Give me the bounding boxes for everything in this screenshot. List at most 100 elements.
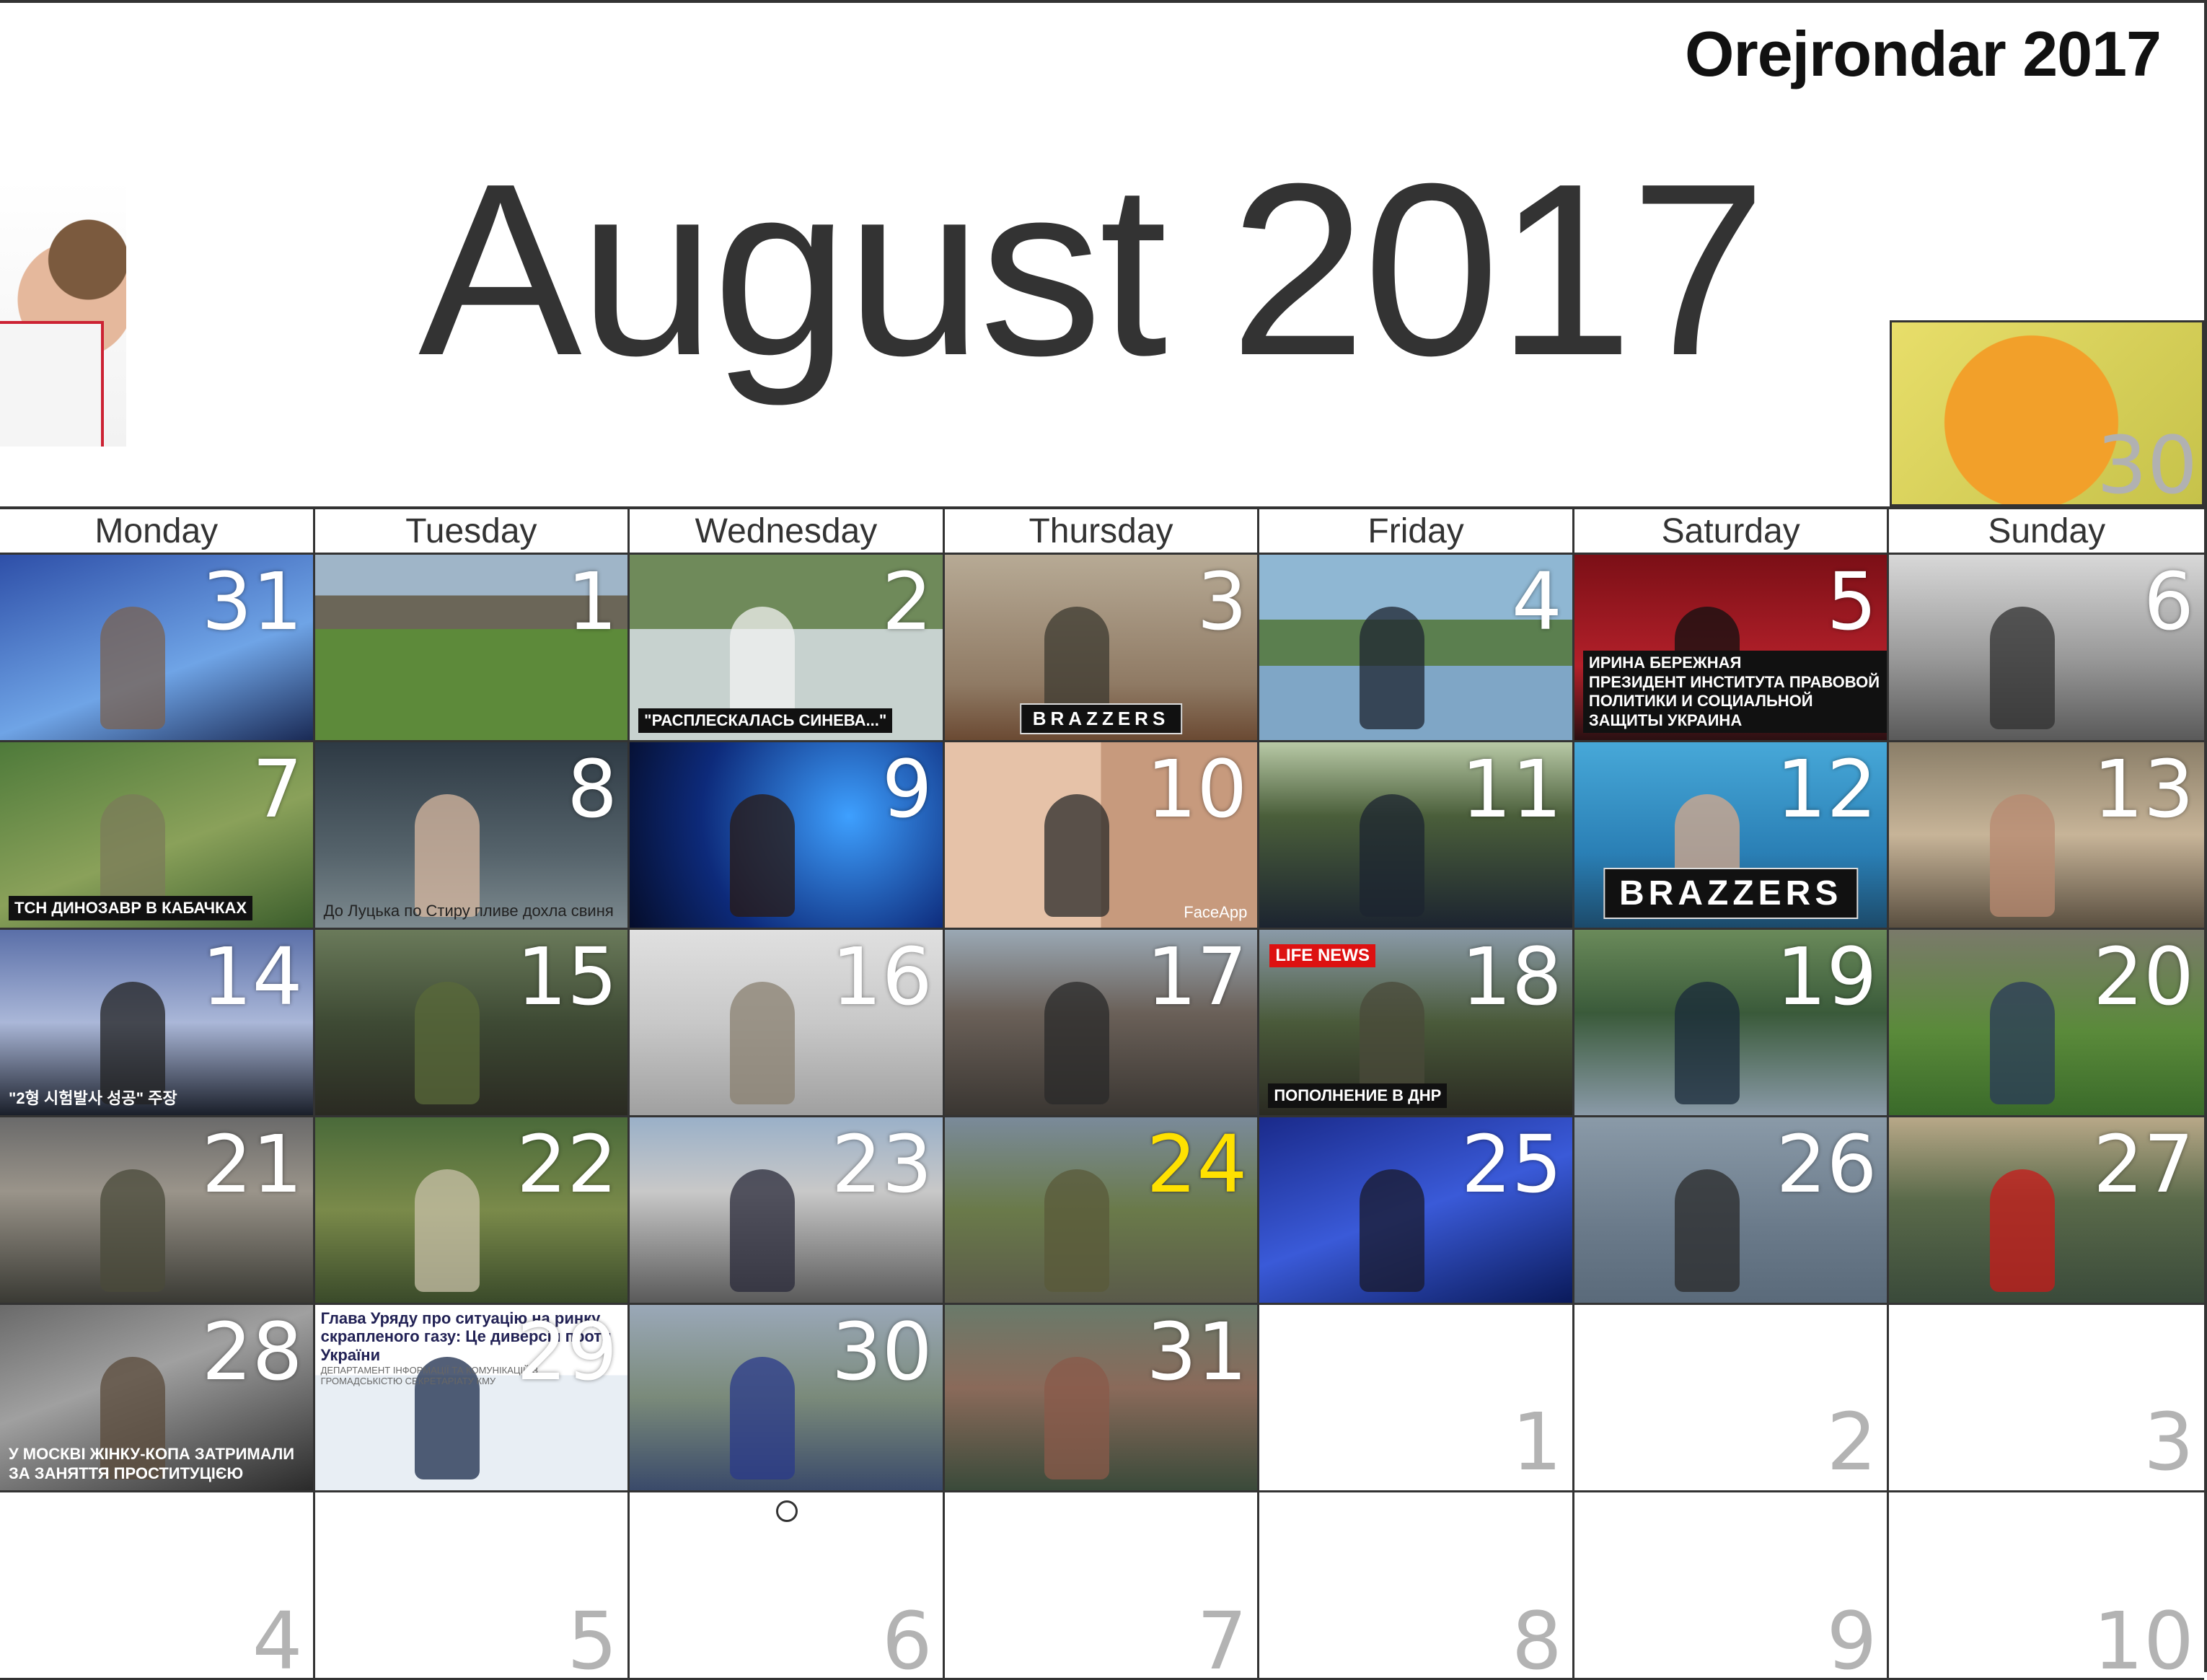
photo-figure [100,1356,165,1479]
photo-figure [1990,793,2056,917]
day-cell[interactable]: 1 [314,555,630,742]
previous-month-thumbnail: 30 [1890,320,2204,506]
day-number: 8 [567,743,618,835]
day-number: 24 [1146,1118,1248,1210]
day-number: 11 [1461,743,1562,835]
photo-figure [1990,981,2056,1104]
day-number: 6 [2144,555,2195,648]
week-row: "2형 시험발사 성공" 주장 14 15 16 17 LIFE NEWS ПОПОЛНЕН… [0,930,2205,1117]
day-cell[interactable]: 22 [314,1117,630,1305]
day-number: 31 [201,555,303,648]
day-number: 3 [2144,1396,2195,1488]
day-number: 16 [831,931,933,1023]
day-cell-empty[interactable]: 1 [1259,1305,1574,1492]
day-cell[interactable]: 24 [944,1117,1260,1305]
day-cell-empty[interactable]: 10 [1889,1492,2205,1680]
calendar-grid: Monday Tuesday Wednesday Thursday Friday Satu… [0,506,2205,1680]
day-cell[interactable]: У МОСКВІ ЖІНКУ-КОПА ЗАТРИМАЛИ ЗА ЗАНЯТТЯ… [0,1305,315,1492]
day-number: 13 [2093,743,2195,835]
day-number: 29 [516,1306,618,1398]
brand-title: Orejrondar 2017 [1685,18,2162,89]
day-cell[interactable]: 31 [0,555,315,742]
week-row: 31 1 "РАСПЛЕСКАЛАСЬ СИНЕВА..." 2 BRAZZERS 3 4 И… [0,555,2205,742]
photo-figure [729,1169,795,1292]
photo-figure [415,793,480,917]
week-row: 4 5 6 7 8 9 10 [0,1492,2205,1680]
day-cell-empty[interactable]: 5 [314,1492,630,1680]
day-number: 12 [1776,743,1877,835]
day-number: 19 [1776,931,1877,1023]
day-cell[interactable]: 31 [944,1305,1260,1492]
day-cell[interactable]: 17 [944,930,1260,1117]
news-headline: Глава Уряду про ситуацію на ринку скрапл… [321,1309,622,1387]
photo-figure [1044,981,1110,1104]
week-row: ТСН ДИНОЗАВР В КАБАЧКАХ 7 До Луцька по Сти… [0,742,2205,930]
day-cell[interactable]: ТСН ДИНОЗАВР В КАБАЧКАХ 7 [0,742,315,930]
day-cell-empty[interactable]: 4 [0,1492,315,1680]
day-cell[interactable]: 30 [630,1305,945,1492]
day-cell[interactable]: "2형 시험발사 성공" 주장 14 [0,930,315,1117]
day-cell[interactable]: 27 [1889,1117,2205,1305]
day-cell[interactable]: 20 [1889,930,2205,1117]
day-cell-empty[interactable]: 2 [1574,1305,1890,1492]
day-number: 4 [252,1595,303,1680]
app-watermark: FaceApp [1184,903,1248,921]
photo-figure [1990,1169,2056,1292]
day-cell[interactable]: BRAZZERS 3 [944,555,1260,742]
day-cell[interactable]: 26 [1574,1117,1890,1305]
day-number: 28 [201,1306,303,1398]
day-number: 2 [881,555,933,648]
day-number: 7 [252,743,303,835]
day-cell[interactable]: FaceApp 10 [944,742,1260,930]
weekday-wednesday: Wednesday [630,509,945,553]
photo-figure [100,981,165,1104]
week-row: У МОСКВІ ЖІНКУ-КОПА ЗАТРИМАЛИ ЗА ЗАНЯТТЯ… [0,1305,2205,1492]
photo-caption: ПОПОЛНЕНИЕ В ДНР [1268,1083,1448,1108]
shirt-decoration [0,321,104,447]
day-number: 4 [1511,555,1562,648]
day-cell[interactable]: До Луцька по Стиру пливе дохла свиня 8 [314,742,630,930]
corner-photo [0,180,126,447]
day-number: 10 [2093,1595,2195,1680]
weekday-tuesday: Tuesday [315,509,630,553]
photo-figure [100,1169,165,1292]
day-cell[interactable]: 13 [1889,742,2205,930]
day-cell-empty[interactable]: 7 [944,1492,1260,1680]
day-cell[interactable]: 23 [630,1117,945,1305]
day-cell[interactable]: LIFE NEWS ПОПОЛНЕНИЕ В ДНР 18 [1259,930,1574,1117]
day-cell[interactable]: "РАСПЛЕСКАЛАСЬ СИНЕВА..." 2 [630,555,945,742]
photo-figure [729,981,795,1104]
photo-caption: ИРИНА БЕРЕЖНАЯ ПРЕЗИДЕНТ ИНСТИТУТА ПРАВО… [1582,651,1887,733]
day-cell[interactable]: 19 [1574,930,1890,1117]
day-cell[interactable]: 4 [1259,555,1574,742]
month-title: August 2017 [418,133,1766,407]
day-cell[interactable]: 21 [0,1117,315,1305]
photo-figure [1990,606,2056,729]
day-cell-empty[interactable]: 8 [1259,1492,1574,1680]
weekday-header-row: Monday Tuesday Wednesday Thursday Friday Satu… [0,509,2204,555]
day-cell[interactable]: 16 [630,930,945,1117]
weekday-friday: Friday [1259,509,1574,553]
photo-figure [729,793,795,917]
day-cell[interactable]: 11 [1259,742,1574,930]
photo-figure [1360,793,1425,917]
day-cell[interactable]: BRAZZERS 12 [1574,742,1890,930]
day-cell[interactable]: 6 [1889,555,2205,742]
previous-month-day: 30 [2097,419,2198,506]
photo-figure [1360,1169,1425,1292]
photo-figure [100,606,165,729]
weekday-saturday: Saturday [1574,509,1890,553]
day-number: 31 [1146,1306,1248,1398]
day-cell[interactable]: 25 [1259,1117,1574,1305]
day-cell-empty[interactable]: 9 [1574,1492,1890,1680]
day-cell[interactable]: 9 [630,742,945,930]
day-cell[interactable]: ИРИНА БЕРЕЖНАЯ ПРЕЗИДЕНТ ИНСТИТУТА ПРАВО… [1574,555,1890,742]
day-cell[interactable]: Глава Уряду про ситуацію на ринку скрапл… [314,1305,630,1492]
photo-caption: "РАСПЛЕСКАЛАСЬ СИНЕВА..." [638,708,893,733]
day-number: 14 [201,931,303,1023]
day-number: 8 [1511,1595,1562,1680]
day-cell-empty[interactable]: 3 [1889,1305,2205,1492]
day-cell[interactable]: 15 [314,930,630,1117]
photo-figure [729,1356,795,1479]
watermark-logo: BRAZZERS [1603,868,1859,919]
